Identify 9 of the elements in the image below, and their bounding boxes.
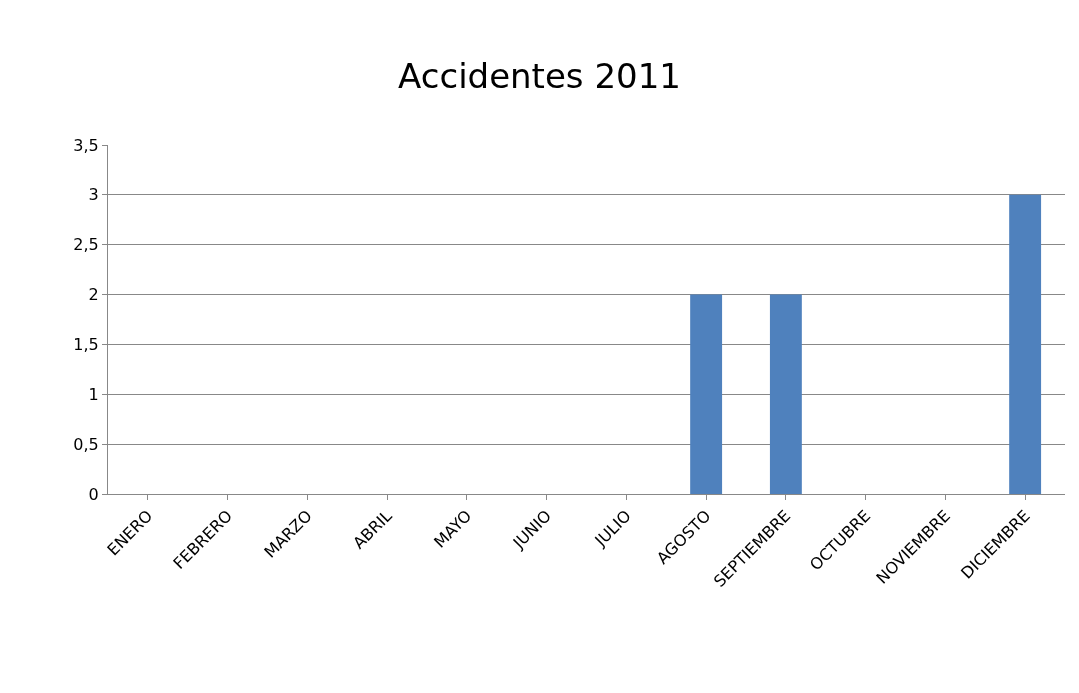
y-tick-label: 2,5 xyxy=(73,235,99,255)
y-tick-label: 1 xyxy=(88,384,99,404)
chart-title: Accidentes 2011 xyxy=(398,56,681,97)
y-tick-label: 3,5 xyxy=(73,135,99,155)
y-tick-label: 2 xyxy=(88,285,99,305)
y-tick-label: 1,5 xyxy=(73,335,99,355)
y-tick-label: 3 xyxy=(88,185,99,205)
y-tick-label: 0 xyxy=(88,484,99,504)
y-tick-label: 0,5 xyxy=(73,434,99,454)
